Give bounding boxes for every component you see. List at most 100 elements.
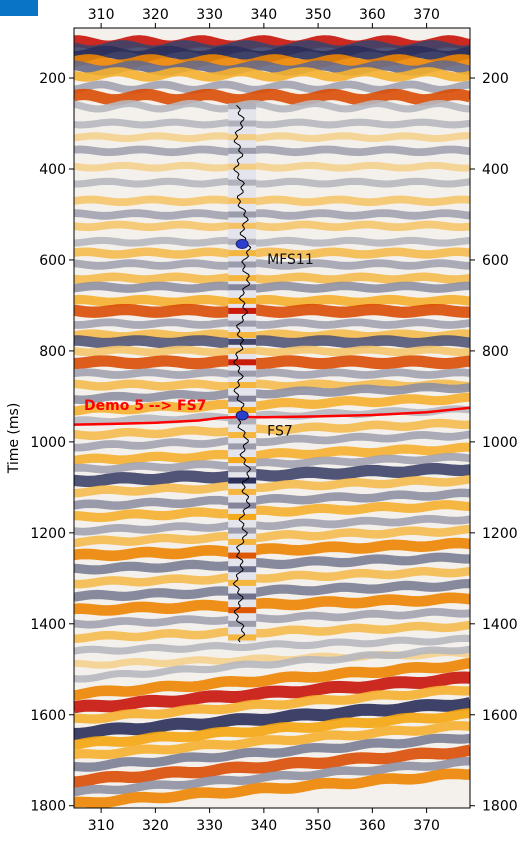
- well-synthetic-band: [228, 179, 257, 186]
- well-synthetic-band: [228, 418, 257, 425]
- x-tick-label-bottom: 360: [359, 818, 386, 834]
- y-tick-label-left: 400: [39, 162, 66, 178]
- well-synthetic-band: [228, 477, 257, 484]
- seismic-reflector: [74, 733, 470, 772]
- seismic-reflector: [74, 345, 470, 357]
- well-marker-label: FS7: [267, 423, 293, 439]
- y-tick-label-left: 600: [39, 253, 66, 269]
- well-synthetic-band: [228, 331, 257, 338]
- y-tick-label-right: 600: [482, 253, 509, 269]
- seismic-reflector: [74, 634, 470, 655]
- seismic-reflector: [74, 452, 470, 474]
- well-synthetic-band: [228, 320, 257, 327]
- x-tick-label-bottom: 320: [142, 818, 169, 834]
- y-tick-label-left: 1200: [30, 526, 66, 542]
- seismic-reflector: [74, 80, 470, 94]
- seismic-reflector: [74, 368, 470, 379]
- x-tick-label-top: 370: [413, 7, 440, 23]
- seismic-reflector: [74, 294, 470, 307]
- x-tick-label-top: 340: [250, 7, 277, 23]
- seismic-reflector: [74, 756, 470, 797]
- x-tick-label-top: 320: [142, 7, 169, 23]
- x-tick-label-bottom: 350: [305, 818, 332, 834]
- seismic-reflector: [74, 768, 470, 808]
- seismic-reflector: [74, 515, 470, 536]
- seismic-reflector: [74, 392, 470, 416]
- x-tick-label-top: 350: [305, 7, 332, 23]
- y-tick-label-right: 1000: [482, 435, 518, 451]
- well-marker-label: MFS11: [267, 252, 314, 268]
- seismic-reflector: [74, 355, 470, 370]
- well-marker-mfs11: [235, 239, 249, 250]
- y-tick-label-right: 1800: [482, 799, 518, 815]
- seismic-reflector: [74, 537, 470, 562]
- well-synthetic-band: [228, 103, 257, 110]
- seismic-reflector: [74, 220, 470, 232]
- well-synthetic-band: [228, 370, 257, 377]
- well-synthetic-band: [228, 307, 257, 314]
- well-synthetic-band: [228, 538, 257, 545]
- y-tick-label-left: 1400: [30, 617, 66, 633]
- seismic-reflector: [74, 35, 470, 53]
- y-tick-label-left: 1600: [30, 708, 66, 724]
- horizon-label: Demo 5 --> FS7: [84, 398, 206, 414]
- seismic-reflector: [74, 329, 470, 341]
- seismic-reflector: [74, 608, 470, 629]
- seismic-reflector: [74, 281, 470, 293]
- x-tick-label-bottom: 330: [196, 818, 223, 834]
- y-tick-label-left: 800: [39, 344, 66, 360]
- well-synthetic-band: [228, 395, 257, 402]
- x-tick-label-bottom: 340: [250, 818, 277, 834]
- seismic-reflector: [74, 645, 470, 683]
- seismic-reflector: [74, 60, 470, 76]
- well-synthetic-band: [228, 211, 257, 218]
- y-tick-label-left: 1800: [30, 799, 66, 815]
- seismic-reflector: [74, 708, 470, 751]
- seismic-reflector: [74, 247, 470, 259]
- seismic-reflector: [74, 195, 470, 207]
- seismic-reflector: [74, 566, 470, 589]
- well-synthetic-band: [228, 466, 257, 473]
- well-synthetic-band: [228, 443, 257, 450]
- well-synthetic-band: [228, 163, 257, 170]
- seismic-reflector: [74, 145, 470, 157]
- y-tick-label-right: 1600: [482, 708, 518, 724]
- y-tick-label-right: 1400: [482, 617, 518, 633]
- y-tick-label-right: 1200: [482, 526, 518, 542]
- well-synthetic-band: [228, 432, 257, 439]
- seismic-reflector: [74, 579, 470, 602]
- seismic-reflector: [74, 272, 470, 284]
- well-log-curve: [232, 104, 252, 643]
- seismic-reflector: [74, 161, 470, 172]
- seismic-reflector: [74, 236, 470, 247]
- seismic-reflector: [74, 697, 470, 740]
- x-tick-label-bottom: 370: [413, 818, 440, 834]
- seismic-reflector: [74, 463, 470, 488]
- well-track: [228, 103, 257, 643]
- seismic-reflector: [74, 418, 470, 441]
- well-synthetic-band: [228, 261, 257, 268]
- seismic-reflector: [74, 671, 470, 714]
- horizon-line-group: Demo 5 --> FS7 MFS11 FS7: [73, 239, 471, 439]
- seismic-reflector: [74, 552, 470, 575]
- well-synthetic-band: [228, 634, 257, 641]
- well-synthetic-band: [228, 607, 257, 614]
- seismic-reflector: [74, 118, 470, 129]
- well-synthetic-band: [228, 275, 257, 282]
- y-tick-label-right: 400: [482, 162, 509, 178]
- well-synthetic-band: [228, 359, 257, 366]
- seismic-reflector: [74, 474, 470, 498]
- y-tick-label-left: 1000: [30, 435, 66, 451]
- seismic-reflector: [74, 488, 470, 510]
- seismic-reflector: [74, 442, 470, 466]
- x-tick-label-top: 360: [359, 7, 386, 23]
- seismic-reflector: [74, 685, 470, 724]
- seismic-reflector: [74, 132, 470, 143]
- seismic-reflector: [74, 99, 470, 113]
- y-tick-label-left: 200: [39, 71, 66, 87]
- well-marker-fs7: [235, 410, 249, 421]
- plot-frame: [73, 27, 471, 809]
- x-tick-label-bottom: 310: [88, 818, 115, 834]
- well-synthetic-band: [228, 134, 257, 141]
- well-synthetic-band: [228, 552, 257, 559]
